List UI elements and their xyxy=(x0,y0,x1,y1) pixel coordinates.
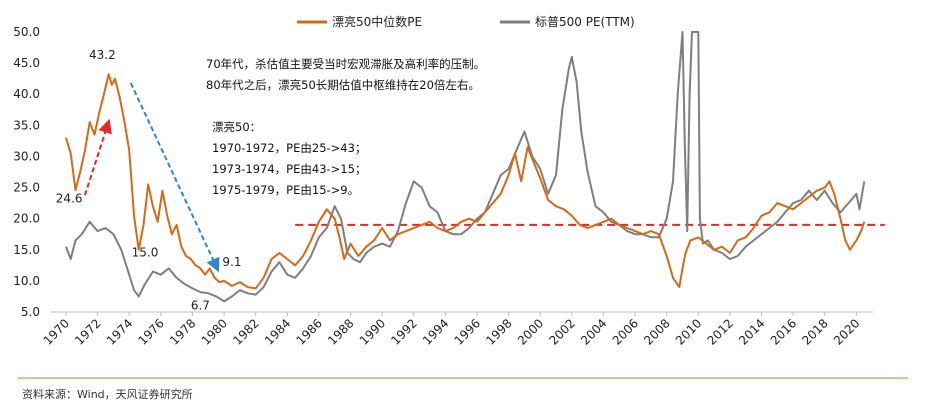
x-tick-label: 2004 xyxy=(578,316,609,347)
decline-arrow xyxy=(129,82,220,273)
data-label: 6.7 xyxy=(191,299,210,313)
x-tick-label: 1988 xyxy=(325,316,356,347)
x-tick-label: 2018 xyxy=(799,316,830,347)
x-tick-label: 1998 xyxy=(483,316,514,347)
x-tick-label: 2020 xyxy=(831,316,862,347)
y-tick-label: 10.0 xyxy=(13,274,40,288)
sp500-pe-line xyxy=(65,31,866,303)
x-tick-label: 2006 xyxy=(610,316,641,347)
y-tick-label: 35.0 xyxy=(13,118,40,132)
x-tick-label: 1992 xyxy=(388,316,419,347)
x-tick-label: 2000 xyxy=(515,316,546,347)
x-tick-label: 2008 xyxy=(641,316,672,347)
annotation-1973-1974: 1973-1974，PE由43->15； xyxy=(212,162,366,176)
data-label: 24.6 xyxy=(56,191,83,205)
x-tick-label: 1982 xyxy=(230,316,261,347)
y-tick-label: 20.0 xyxy=(13,212,40,226)
x-tick-label: 2012 xyxy=(705,316,736,347)
data-label: 43.2 xyxy=(89,48,116,62)
x-tick-label: 1970 xyxy=(41,316,72,347)
annotation-1975-1979: 1975-1979，PE由15->9。 xyxy=(212,183,359,197)
x-tick-label: 1980 xyxy=(199,316,230,347)
y-tick-label: 25.0 xyxy=(13,181,40,195)
y-tick-label: 45.0 xyxy=(13,56,40,70)
annotation-80s: 80年代之后，漂亮50长期估值中枢维持在20倍左右。 xyxy=(206,78,480,92)
data-labels: 43.2 24.6 15.0 9.1 6.7 xyxy=(56,48,242,313)
annotation-1970-1972: 1970-1972，PE由25->43； xyxy=(212,141,366,155)
y-tick-label: 50.0 xyxy=(13,25,40,39)
pretty50-pe-line xyxy=(65,73,866,290)
x-tick-label: 1986 xyxy=(294,316,325,347)
y-axis: 5.0 10.0 15.0 20.0 25.0 30.0 35.0 40.0 45.0 50.0 xyxy=(13,25,40,319)
annotation-pretty50-title: 漂亮50： xyxy=(212,120,261,134)
x-tick-label: 1996 xyxy=(452,316,483,347)
y-tick-label: 40.0 xyxy=(13,87,40,101)
x-tick-label: 1984 xyxy=(262,316,293,347)
x-tick-label: 2016 xyxy=(768,316,799,347)
x-tick-label: 1978 xyxy=(167,316,198,347)
legend: 漂亮50中位数PE 标普500 PE(TTM) xyxy=(297,14,635,29)
x-tick-label: 1990 xyxy=(357,316,388,347)
x-tick-label: 2014 xyxy=(736,316,767,347)
y-tick-label: 15.0 xyxy=(13,243,40,257)
legend-label-sp500: 标普500 PE(TTM) xyxy=(535,15,635,29)
x-axis: 1970 1972 1974 1976 1978 1980 1982 1984 1986 1988… xyxy=(41,312,862,348)
x-tick-label: 1994 xyxy=(420,316,451,347)
annotation-70s: 70年代，杀估值主要受当时宏观滞胀及高利率的压制。 xyxy=(206,57,485,71)
x-tick-label: 2010 xyxy=(673,316,704,347)
y-tick-label: 5.0 xyxy=(21,305,40,319)
x-tick-label: 1976 xyxy=(135,316,166,347)
x-tick-label: 1972 xyxy=(72,316,103,347)
legend-label-pretty50: 漂亮50中位数PE xyxy=(332,14,422,29)
x-tick-label: 2002 xyxy=(546,316,577,347)
y-tick-label: 30.0 xyxy=(13,149,40,163)
x-tick-label: 1974 xyxy=(104,316,135,347)
source-note: 资料来源：Wind，天风证券研究所 xyxy=(22,387,193,401)
rise-arrow xyxy=(84,118,112,196)
data-label: 9.1 xyxy=(222,255,241,269)
data-label: 15.0 xyxy=(132,246,159,260)
